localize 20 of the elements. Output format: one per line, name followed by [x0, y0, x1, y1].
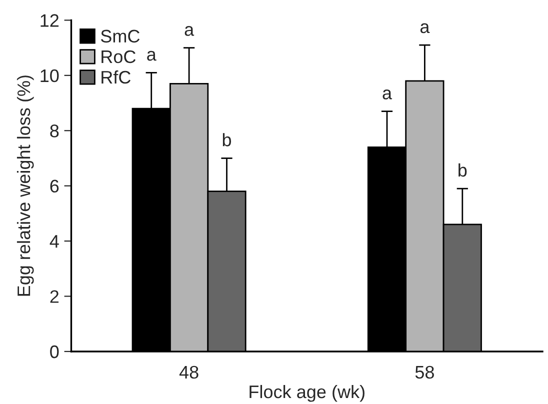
- data-label: b: [458, 163, 467, 177]
- x-axis-title: Flock age (wk): [250, 384, 364, 402]
- y-tick-label: 4: [50, 235, 59, 248]
- data-label: a: [184, 26, 194, 36]
- y-tick-label: 2: [50, 290, 59, 303]
- x-tick-label: 58: [415, 366, 434, 379]
- legend-label: RfC: [102, 70, 131, 84]
- y-tick-label: 6: [50, 180, 59, 193]
- data-label: b: [222, 133, 232, 146]
- legend-label: SmC: [100, 30, 140, 43]
- data-label: a: [420, 23, 430, 34]
- y-tick-label: 12: [40, 14, 59, 27]
- y-tick-label: 8: [50, 124, 59, 138]
- data-label: a: [147, 50, 156, 61]
- y-axis-title: Egg relative weight loss (%): [16, 76, 34, 296]
- data-label: a: [382, 90, 392, 100]
- x-tick-label: 48: [179, 366, 198, 379]
- legend-label: RoC: [102, 50, 136, 64]
- y-tick-label: 10: [40, 69, 59, 82]
- y-tick-label: 0: [50, 345, 59, 358]
